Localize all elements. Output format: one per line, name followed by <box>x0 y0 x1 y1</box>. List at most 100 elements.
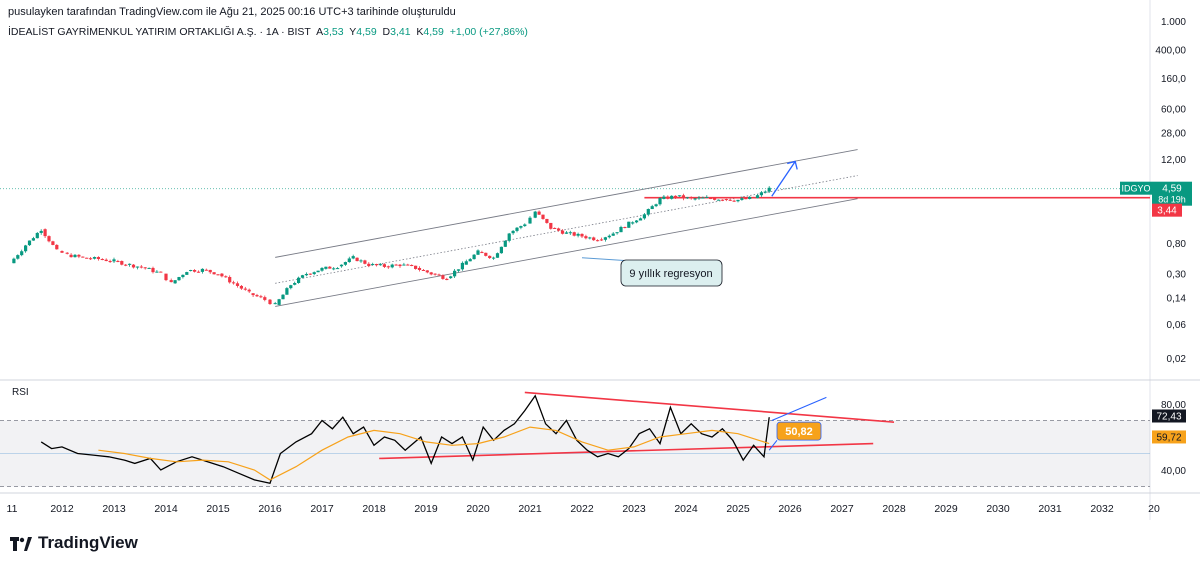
candle-body <box>43 229 47 237</box>
candle-body <box>488 255 492 259</box>
candle-body <box>289 285 293 289</box>
candle-body <box>576 233 580 236</box>
rsi-callout-box <box>776 421 822 441</box>
candle-body <box>320 267 324 271</box>
callout-box <box>620 259 723 287</box>
candle-body <box>557 228 561 231</box>
candle-body <box>662 196 666 199</box>
channel-upper-line <box>275 149 858 258</box>
candle-body <box>135 266 139 268</box>
candle-body <box>499 246 503 254</box>
candle-body <box>12 258 16 264</box>
tradingview-brand[interactable]: TradingView <box>10 533 138 553</box>
price-tick-label: 12,00 <box>1161 155 1186 166</box>
candle-body <box>689 197 693 199</box>
candle-body <box>143 267 147 269</box>
symbol-legend: İDEALİST GAYRİMENKUL YATIRIM ORTAKLIĞI A… <box>8 26 528 38</box>
time-tick-label: 20 <box>1148 503 1160 515</box>
price-tick-label: 1.000 <box>1161 17 1186 28</box>
candle-body <box>596 240 600 242</box>
close-value: 4,59 <box>423 26 444 38</box>
candle-body <box>421 269 425 271</box>
candle-body <box>378 264 383 266</box>
candle-body <box>619 227 623 233</box>
candle-body <box>159 271 163 273</box>
candle-body <box>239 285 243 289</box>
candle-body <box>96 257 100 260</box>
candle-body <box>51 241 55 245</box>
candle-body <box>580 233 584 237</box>
candle-body <box>85 257 89 259</box>
candle-body <box>519 226 523 228</box>
candle-body <box>304 273 308 276</box>
candle-body <box>728 199 732 201</box>
rsi-tick-label: 40,00 <box>1161 466 1186 477</box>
candle-body <box>635 220 639 223</box>
candle-body <box>200 268 204 272</box>
candle-body <box>297 277 301 284</box>
candle-body <box>328 266 332 269</box>
candle-body <box>453 270 457 277</box>
candle-body <box>39 230 43 233</box>
time-tick-label: 2012 <box>50 503 74 515</box>
candle-body <box>528 217 532 224</box>
candle-body <box>681 195 685 199</box>
time-tick-label: 2025 <box>726 503 750 515</box>
candles <box>12 186 771 306</box>
candle-body <box>414 265 418 269</box>
price-tick-label: 0,06 <box>1167 320 1187 331</box>
regression-callout: 9 yıllık regresyon <box>581 257 723 287</box>
candle-body <box>406 264 410 266</box>
time-tick-label: 2032 <box>1090 503 1114 515</box>
candle-body <box>224 276 228 278</box>
candle-body <box>701 197 705 199</box>
candle-body <box>60 251 64 253</box>
candle-body <box>212 272 216 275</box>
rsi-arrow-callout <box>768 439 778 451</box>
attribution-text: pusulayken tarafından TradingView.com il… <box>8 6 456 18</box>
candle-body <box>120 261 124 265</box>
candle-body <box>755 195 760 199</box>
time-tick-label: 2021 <box>518 503 542 515</box>
time-tick-label: 2018 <box>362 503 386 515</box>
candle-body <box>173 280 177 284</box>
candle-body <box>65 252 69 254</box>
candle-body <box>507 233 511 241</box>
candle-body <box>693 198 697 200</box>
candle-body <box>324 266 328 269</box>
candle-body <box>638 218 643 221</box>
candle-body <box>181 274 185 278</box>
candle-body <box>196 271 201 273</box>
candle-body <box>674 195 678 198</box>
candle-body <box>670 195 674 199</box>
candle-body <box>631 222 635 224</box>
price-tick-label: 0,80 <box>1167 239 1187 250</box>
candle-body <box>177 277 181 281</box>
candle-body <box>243 288 247 290</box>
candle-body <box>363 260 367 264</box>
candle-body <box>599 239 604 241</box>
rsi-value: 72,43 <box>1156 411 1181 422</box>
candle-body <box>251 293 255 296</box>
candle-body <box>268 299 272 305</box>
candle-body <box>449 276 453 279</box>
candle-body <box>740 198 744 200</box>
candle-body <box>441 275 445 279</box>
candle-body <box>456 269 461 271</box>
candle-body <box>677 195 682 197</box>
symbol-name: İDEALİST GAYRİMENKUL YATIRIM ORTAKLIĞI A… <box>8 26 311 38</box>
time-tick-label: 2026 <box>778 503 802 515</box>
candle-body <box>77 254 81 257</box>
candle-body <box>347 258 351 263</box>
candle-body <box>336 268 340 270</box>
time-tick-label: 2013 <box>102 503 126 515</box>
candle-body <box>273 303 277 305</box>
candle-body <box>658 198 662 205</box>
candle-body <box>425 270 429 273</box>
time-axis: 11 2012 2013 2014 2015 2016 2017 2018 2019 2020 20… <box>0 492 1200 515</box>
candle-body <box>255 295 259 297</box>
candle-body <box>492 257 496 259</box>
candle-body <box>100 259 104 261</box>
candle-body <box>685 197 689 199</box>
